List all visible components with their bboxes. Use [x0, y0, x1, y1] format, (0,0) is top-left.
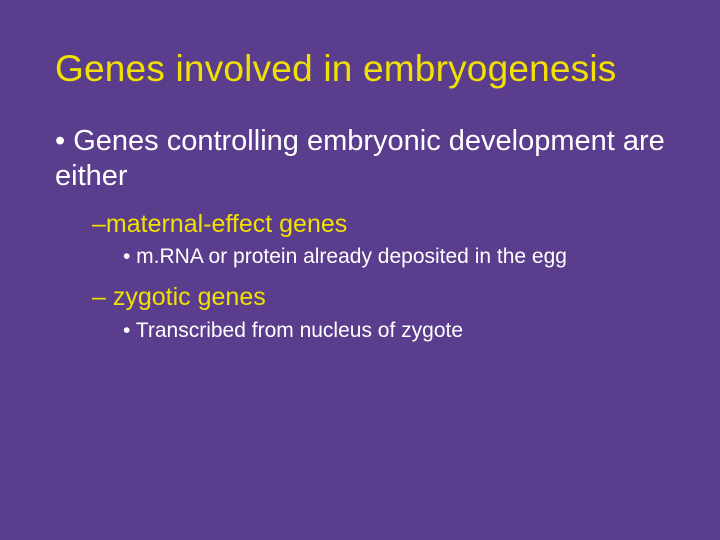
bullet-level2-zygotic: – zygotic genes: [92, 282, 670, 313]
slide-title: Genes involved in embryogenesis: [55, 48, 670, 90]
bullet-level2-maternal: –maternal-effect genes: [92, 209, 670, 240]
bullet-level3-transcribed: • Transcribed from nucleus of zygote: [123, 318, 670, 344]
bullet-level1: • Genes controlling embryonic developmen…: [55, 124, 670, 195]
slide-container: Genes involved in embryogenesis • Genes …: [0, 0, 720, 540]
bullet-level3-mrna: • m.RNA or protein already deposited in …: [123, 244, 670, 270]
